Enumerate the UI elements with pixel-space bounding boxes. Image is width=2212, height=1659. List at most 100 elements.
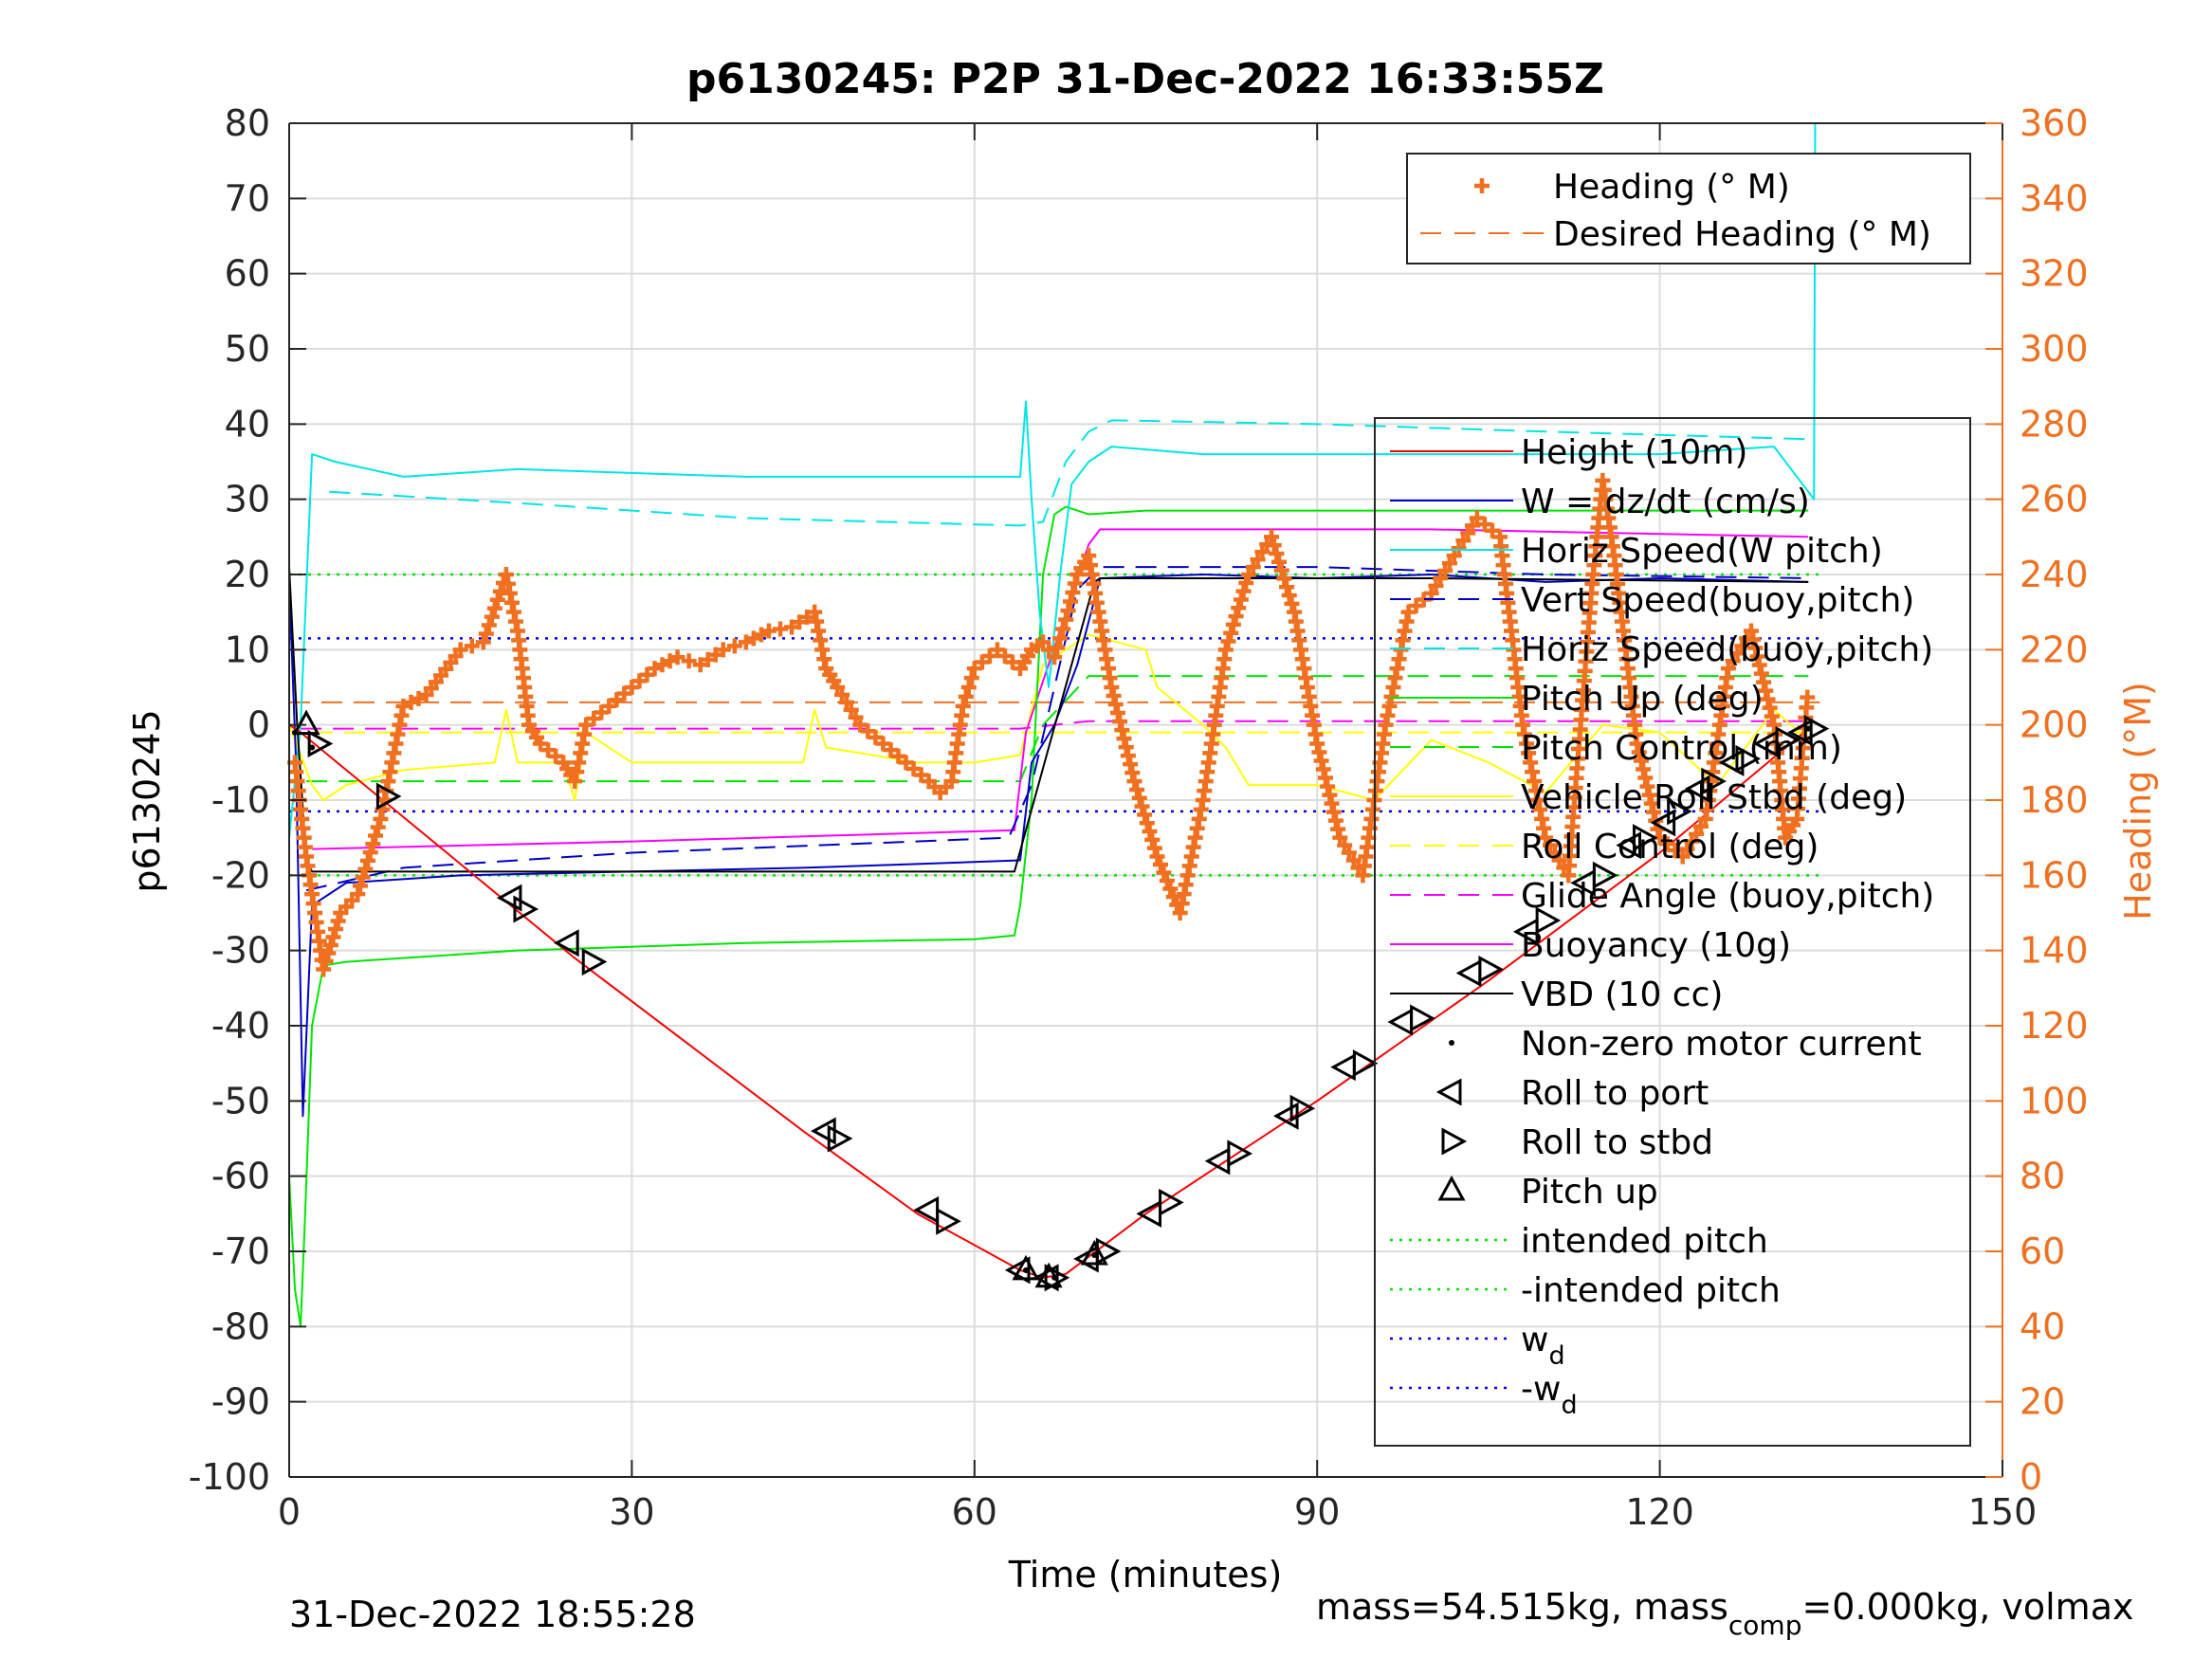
y-right-tick-label: 0: [2020, 1456, 2042, 1498]
x-tick-label: 120: [1625, 1491, 1694, 1533]
legend-swatch: [1449, 1040, 1454, 1046]
legend-main-box: [1374, 417, 1971, 1447]
tick-labels: 0 30 60 90 120 15080706050403020100-10-20-30-…: [189, 102, 2089, 1533]
heading-point: [647, 661, 663, 677]
heading-point: [359, 852, 375, 868]
legend-heading: Heading (° M) Desired Heading (° M): [1406, 153, 1971, 264]
y-right-tick-label: 160: [2020, 854, 2089, 896]
heading-point: [1067, 575, 1083, 592]
heading-point: [1269, 545, 1285, 561]
legend-heading-box: [1406, 153, 1971, 264]
y-tick-label: 80: [225, 102, 270, 144]
footer-mass: mass=54.515kg, masscomp=0.000kg, volmax: [1316, 1586, 2133, 1641]
roll-to-port-marker: [1387, 1008, 1414, 1036]
roll-to-port-marker: [496, 884, 522, 912]
legend-main-label: Buoyancy (10g): [1521, 926, 1791, 965]
heading-point: [726, 638, 742, 654]
heading-point: [362, 845, 378, 861]
roll-to-stbd-marker: [581, 948, 608, 976]
heading-point: [639, 666, 655, 683]
heading-point: [1152, 857, 1168, 872]
heading-point: [357, 861, 374, 877]
heading-point: [452, 642, 468, 658]
roll-to-stbd-marker: [1159, 1188, 1184, 1216]
series-pitch: [288, 505, 1809, 1328]
heading-point: [1484, 522, 1500, 538]
y-tick-label: 0: [247, 704, 270, 746]
heading-point: [594, 704, 610, 720]
x-tick-label: 90: [1294, 1491, 1340, 1533]
heading-point: [692, 657, 708, 673]
heading-point: [1162, 881, 1179, 897]
y-tick-label: -10: [211, 779, 270, 821]
heading-point: [1800, 689, 1816, 705]
heading-point: [1279, 579, 1295, 595]
legend-main-label: Roll Control (deg): [1521, 828, 1819, 866]
heading-point: [1228, 609, 1244, 625]
roll-to-port-marker: [811, 1117, 836, 1145]
heading-point: [1235, 583, 1252, 599]
heading-point: [548, 748, 564, 764]
roll-to-stbd-marker: [936, 1207, 961, 1235]
heading-point: [960, 680, 977, 695]
y-tick-label: 30: [225, 479, 270, 520]
heading-point: [1165, 889, 1181, 904]
y-right-tick-label: 120: [2020, 1005, 2089, 1047]
heading-point: [981, 647, 997, 664]
legend-swatch: [1474, 178, 1490, 193]
roll-to-stbd-marker: [1803, 715, 1830, 743]
pitch-up-marker: [292, 709, 320, 736]
roll-to-stbd-marker: [1095, 1237, 1122, 1266]
heading-point: [322, 938, 338, 953]
heading-point: [1233, 592, 1249, 608]
heading-point: [738, 634, 754, 650]
pitch-up-marker: [1080, 1239, 1108, 1266]
heading-point: [1231, 600, 1247, 616]
heading-point: [662, 653, 678, 669]
roll-to-stbd-marker: [1535, 906, 1562, 935]
heading-point: [963, 670, 979, 686]
heading-point: [1060, 603, 1076, 619]
heading-point: [533, 736, 549, 752]
y-right-tick-label: 320: [2020, 253, 2089, 295]
roll-to-stbd-marker: [1633, 824, 1658, 852]
roll-to-port-marker: [1435, 1078, 1462, 1106]
heading-point: [753, 627, 769, 643]
heading-point: [484, 609, 500, 625]
roll-to-port-marker: [1787, 719, 1813, 747]
heading-point: [669, 649, 686, 665]
legend-main-label: Vert Speed(buoy,pitch): [1521, 581, 1914, 620]
roll-to-stbd-marker: [1352, 1049, 1379, 1078]
heading-point: [368, 828, 384, 844]
chart-title: p6130245: P2P 31-Dec-2022 16:33:55Z: [686, 55, 1604, 103]
footer-mass-suffix: =0.000kg, volmax: [1801, 1586, 2133, 1628]
y-tick-label: 10: [225, 629, 270, 670]
legend-main-label: -wd: [1521, 1370, 1578, 1420]
heading-point: [624, 680, 640, 695]
heading-point: [1055, 621, 1071, 637]
y-tick-label: -80: [211, 1305, 270, 1347]
y-right-tick-label: 240: [2020, 554, 2089, 595]
roll-to-stbd-marker: [1441, 1127, 1468, 1156]
heading-point: [860, 723, 876, 739]
heading-point: [1149, 848, 1165, 865]
heading-point: [1276, 571, 1292, 587]
series-hs_b: [329, 419, 1809, 527]
heading-point: [365, 836, 381, 852]
roll-to-stbd-marker: [827, 1124, 853, 1153]
y-right-tick-label: 260: [2020, 479, 2089, 520]
heading-point: [411, 690, 427, 706]
roll-to-port-marker: [554, 929, 579, 957]
roll-to-port-marker: [1330, 1053, 1356, 1082]
heading-point: [1400, 604, 1417, 620]
heading-point: [996, 647, 1013, 664]
heading-point: [1146, 840, 1162, 856]
axes: [288, 122, 2003, 1478]
heading-point: [330, 913, 346, 929]
roll-to-stbd-marker: [1701, 767, 1727, 795]
heading-point: [1137, 807, 1153, 823]
heading-point: [350, 886, 366, 902]
heading-point: [1142, 824, 1158, 840]
y-right-tick-label: 340: [2020, 177, 2089, 219]
y-right-tick-label: 220: [2020, 629, 2089, 670]
